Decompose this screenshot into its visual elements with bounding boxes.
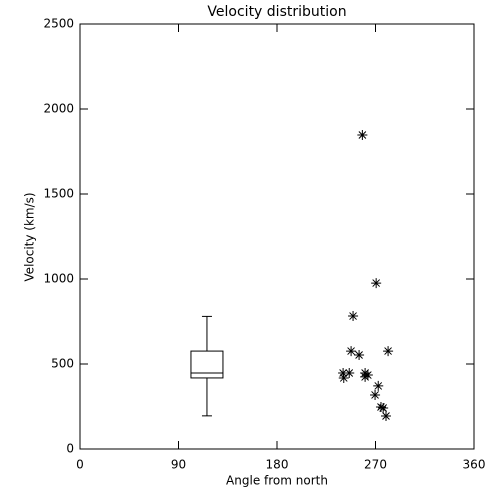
data-point <box>371 278 382 289</box>
y-tick-label: 500 <box>51 357 74 371</box>
data-point <box>354 349 365 360</box>
x-tick-label: 0 <box>76 458 84 472</box>
data-point <box>348 311 359 322</box>
data-point <box>360 371 371 382</box>
box <box>190 350 224 379</box>
data-point <box>383 346 394 357</box>
data-point <box>378 403 389 414</box>
data-point <box>357 130 368 141</box>
plot-frame <box>79 23 475 450</box>
data-point <box>375 402 386 413</box>
y-tick-label: 1500 <box>43 187 74 201</box>
y-tick-label: 2000 <box>43 102 74 116</box>
data-point <box>381 411 392 422</box>
x-tick-label: 270 <box>364 458 387 472</box>
data-point <box>338 372 349 383</box>
data-point <box>338 368 349 379</box>
y-tick-label: 1000 <box>43 272 74 286</box>
data-point <box>373 380 384 391</box>
y-tick-label: 2500 <box>43 17 74 31</box>
data-point <box>370 389 381 400</box>
y-axis-label: Velocity (km/s) <box>23 192 37 281</box>
chart-title: Velocity distribution <box>207 4 346 20</box>
data-point <box>344 368 355 379</box>
x-tick-label: 90 <box>171 458 186 472</box>
y-tick-label: 0 <box>66 442 74 456</box>
data-point <box>346 346 357 357</box>
data-point <box>362 370 373 381</box>
x-tick-label: 360 <box>463 458 486 472</box>
x-tick-label: 180 <box>266 458 289 472</box>
x-axis-label: Angle from north <box>226 474 328 488</box>
